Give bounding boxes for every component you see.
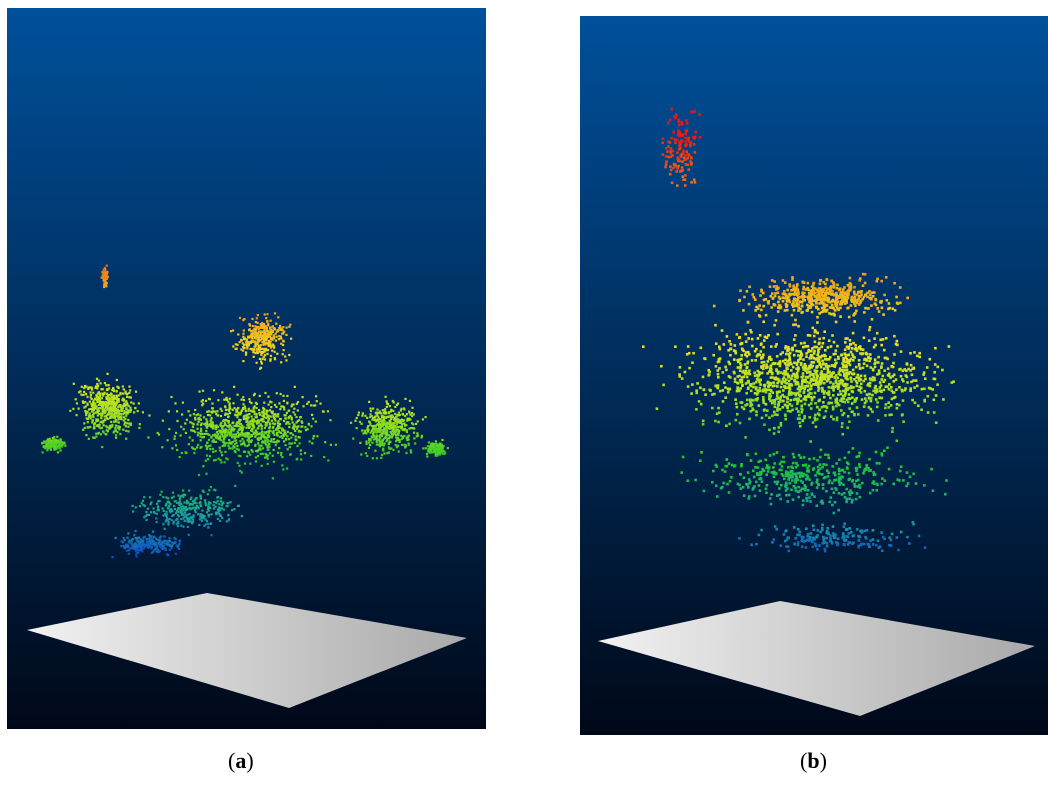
caption-paren-close: ) [246,748,254,773]
caption-paren-open: ( [800,748,808,773]
panel-a-caption: (a) [228,748,254,774]
caption-letter: a [235,748,247,773]
caption-paren-close: ) [819,748,827,773]
ground-plane [27,593,467,708]
point-cloud-render-a [7,8,486,729]
point-cloud-panel-b [580,16,1048,735]
caption-paren-open: ( [228,748,236,773]
panel-b-caption: (b) [800,748,827,774]
ground-plane [598,601,1035,716]
caption-letter: b [807,748,820,773]
point-cloud-points-b [642,107,955,553]
point-cloud-render-b [580,16,1048,735]
point-cloud-points-a [41,264,449,559]
point-cloud-panel-a [7,8,486,729]
